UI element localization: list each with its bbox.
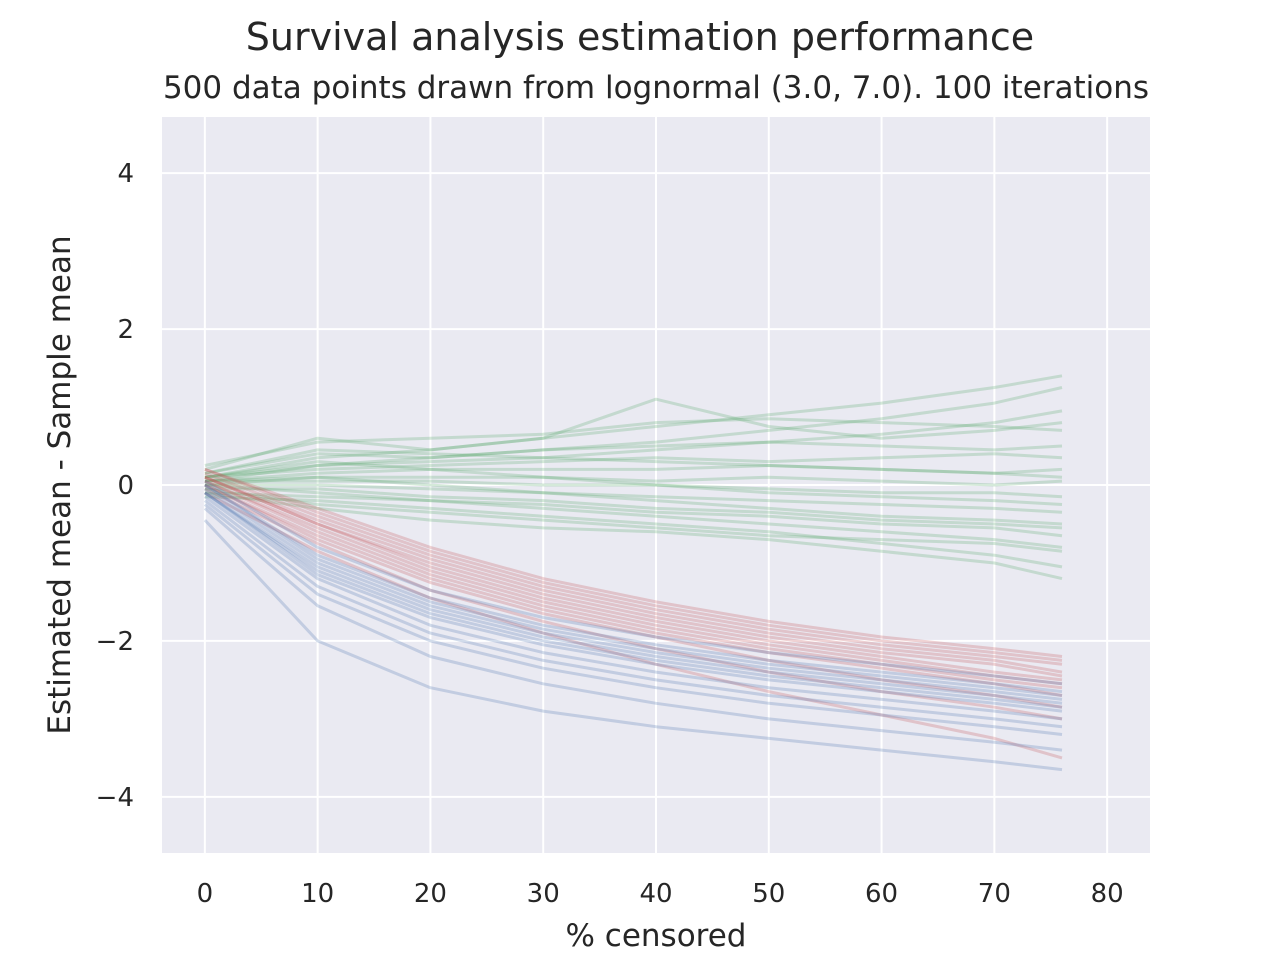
y-tick-label: −4 [96, 783, 134, 813]
x-tick-label: 40 [639, 879, 672, 909]
series-1-line [204, 386, 1063, 483]
series-1-line [204, 491, 1063, 549]
series-3-line [204, 491, 1063, 705]
series-2-line [204, 487, 1063, 721]
series-1-line [204, 409, 1063, 479]
series-1-line [204, 475, 1063, 487]
chart-title: Survival analysis estimation performance [246, 15, 1034, 59]
series-1-line [204, 475, 1063, 526]
series-2-line [204, 491, 1063, 760]
series-1-line [204, 452, 1063, 479]
series-2-line [204, 479, 1063, 690]
series-3-line [203, 519, 1063, 772]
x-tick-label: 50 [752, 879, 785, 909]
x-tick-label: 10 [301, 879, 334, 909]
data-lines [203, 374, 1063, 772]
series-1-line [204, 487, 1063, 530]
series-1-line [204, 483, 1063, 514]
series-1-line [204, 491, 1063, 581]
x-tick-label: 80 [1091, 879, 1124, 909]
y-tick-label: 2 [117, 315, 134, 345]
series-1-line [204, 495, 1063, 569]
series-3-line [204, 491, 1063, 709]
series-2-line [204, 467, 1063, 662]
series-3-line [204, 491, 1063, 713]
series-2-line [204, 467, 1063, 658]
series-2-line [204, 483, 1063, 697]
series-1-line [204, 479, 1063, 499]
x-tick-label: 30 [527, 879, 560, 909]
series-3-line [203, 507, 1063, 752]
x-tick-label: 70 [978, 879, 1011, 909]
series-1-line [204, 440, 1063, 475]
y-axis-label: Estimated mean - Sample mean [42, 235, 78, 734]
series-1-line [204, 397, 1063, 471]
series-3-line [204, 483, 1063, 697]
series-2-line [204, 475, 1063, 678]
series-3-line [204, 483, 1063, 694]
series-3-line [203, 499, 1063, 729]
series-3-line [204, 487, 1063, 701]
x-tick-label: 20 [414, 879, 447, 909]
series-3-line [204, 495, 1063, 721]
series-2-line [204, 479, 1063, 686]
series-2-line [204, 483, 1063, 709]
series-3-line [204, 479, 1063, 686]
y-tick-labels: −4 −2 0 2 4 [96, 159, 134, 813]
series-1-line [204, 460, 1063, 506]
x-tick-label: 0 [197, 879, 214, 909]
series-2-line [204, 475, 1063, 682]
series-1-line [204, 487, 1063, 553]
series-1-line [204, 464, 1063, 483]
series-2-line [204, 471, 1063, 666]
series-1-line [204, 417, 1063, 467]
x-tick-labels: 0 10 20 30 40 50 60 70 80 [197, 879, 1124, 909]
series-1-line [204, 483, 1063, 538]
series-1-line [204, 448, 1063, 479]
series-2-line [204, 475, 1063, 674]
series-3-line [203, 503, 1063, 736]
x-axis-label: % censored [565, 918, 746, 954]
y-tick-label: 0 [117, 471, 134, 501]
series-1-line [204, 374, 1063, 479]
y-tick-label: −2 [96, 627, 134, 657]
chart-subtitle: 500 data points drawn from lognormal (3.… [163, 70, 1149, 106]
y-tick-label: 4 [117, 159, 134, 189]
x-tick-label: 60 [865, 879, 898, 909]
grid [162, 117, 1150, 853]
